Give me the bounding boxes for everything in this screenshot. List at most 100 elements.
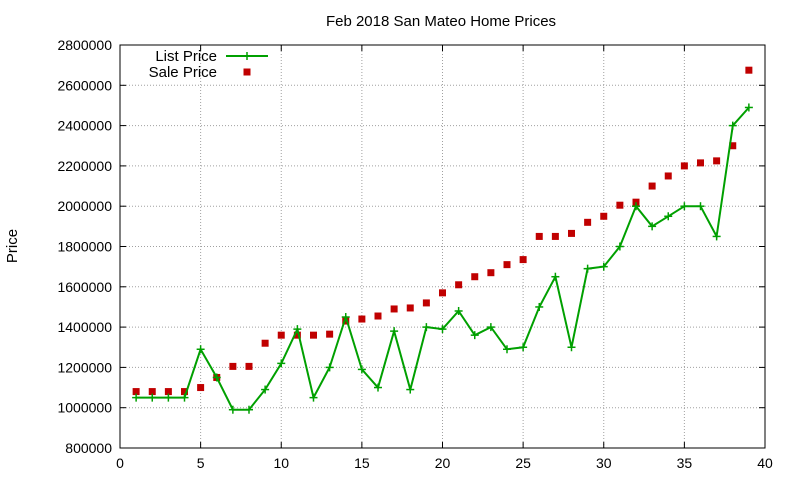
axis-ticks: 800000 1000000 1200000 1400000 1600000 180000… xyxy=(57,37,773,471)
sale-price-point xyxy=(132,388,140,396)
list-price-point xyxy=(196,345,205,354)
list-price-point xyxy=(535,302,544,311)
sale-price-point xyxy=(245,362,253,370)
sale-price-point xyxy=(229,362,237,370)
sale-price-point xyxy=(697,159,704,167)
list-price-point xyxy=(406,385,415,394)
list-price-point xyxy=(664,212,673,221)
list-price-point xyxy=(261,385,270,394)
y-tick-label: 2400000 xyxy=(57,118,112,134)
sale-price-point xyxy=(729,142,737,150)
list-price-point xyxy=(325,363,334,372)
x-tick-label: 15 xyxy=(354,455,370,471)
sale-price-point xyxy=(374,312,382,320)
sale-price-point xyxy=(648,182,656,190)
y-tick-label: 1400000 xyxy=(57,319,112,335)
y-tick-label: 1000000 xyxy=(57,400,112,416)
sale-price-point xyxy=(422,299,430,307)
list-price-point xyxy=(164,393,173,402)
x-tick-label: 30 xyxy=(596,455,612,471)
sale-price-point xyxy=(277,331,285,339)
list-price-point xyxy=(519,343,528,352)
list-price-point xyxy=(615,242,624,251)
list-price-point xyxy=(422,323,431,332)
sale-price-point xyxy=(197,384,205,392)
x-tick-label: 20 xyxy=(435,455,451,471)
sale-price-point xyxy=(503,261,511,269)
sale-price-point xyxy=(261,339,269,347)
list-price-point xyxy=(551,272,560,281)
series-layer xyxy=(132,66,753,414)
sale-price-point xyxy=(358,315,366,323)
list-price-point xyxy=(374,383,382,392)
list-price-point xyxy=(277,359,286,368)
y-tick-label: 1200000 xyxy=(57,359,112,375)
sale-price-point xyxy=(616,201,624,209)
chart-title: Feb 2018 San Mateo Home Prices xyxy=(326,13,556,30)
list-price-point xyxy=(390,327,399,336)
sale-price-point xyxy=(584,218,592,226)
legend-label-list-price: List Price xyxy=(155,48,217,65)
list-price-point xyxy=(132,393,141,402)
list-price-point xyxy=(180,393,189,402)
list-price-point xyxy=(744,103,753,112)
sale-price-point xyxy=(148,388,156,396)
x-tick-label: 5 xyxy=(197,455,205,471)
list-price-point xyxy=(712,232,721,241)
sale-price-point xyxy=(293,331,301,339)
list-price-point xyxy=(212,373,221,382)
y-tick-label: 2200000 xyxy=(57,158,112,174)
list-price-point xyxy=(503,345,511,354)
legend-label-sale-price: Sale Price xyxy=(149,64,217,81)
sale-price-point xyxy=(342,317,350,325)
y-tick-label: 1600000 xyxy=(57,279,112,295)
sale-price-point xyxy=(471,273,479,281)
sale-price-point xyxy=(535,232,543,240)
grid xyxy=(120,45,765,448)
legend: List Price Sale Price xyxy=(149,48,268,81)
x-tick-label: 40 xyxy=(757,455,773,471)
sale-price-point xyxy=(164,388,172,396)
sale-price-point xyxy=(632,198,640,206)
sale-price-point xyxy=(664,172,672,180)
list-price-point xyxy=(599,262,608,271)
list-price-point xyxy=(245,405,253,414)
list-price-point xyxy=(438,325,447,334)
sale-price-point xyxy=(519,256,527,264)
y-tick-label: 2000000 xyxy=(57,198,112,214)
sale-price-point xyxy=(455,281,463,289)
list-price-point xyxy=(583,264,592,273)
list-price-point xyxy=(357,365,366,374)
list-price-point xyxy=(470,331,479,340)
sale-price-point xyxy=(406,304,414,312)
list-price-point xyxy=(454,306,463,315)
x-tick-label: 25 xyxy=(515,455,531,471)
x-tick-label: 0 xyxy=(116,455,124,471)
plot-frame xyxy=(119,44,766,449)
list-price-point xyxy=(567,343,576,352)
y-tick-label: 800000 xyxy=(65,440,112,456)
y-tick-label: 2600000 xyxy=(57,77,112,93)
list-price-point xyxy=(632,202,640,211)
list-price-point xyxy=(680,202,689,211)
x-tick-label: 10 xyxy=(273,455,289,471)
y-tick-label: 2800000 xyxy=(57,37,112,53)
list-price-point xyxy=(309,393,318,402)
y-axis-label: Price xyxy=(4,229,21,263)
list-price-point xyxy=(228,405,237,414)
y-tick-label: 1800000 xyxy=(57,239,112,255)
sale-price-point xyxy=(181,388,188,396)
sale-price-point xyxy=(390,305,398,313)
list-price-point xyxy=(293,325,302,334)
sale-price-point xyxy=(551,232,559,240)
list-price-point xyxy=(728,121,737,130)
x-tick-label: 35 xyxy=(677,455,693,471)
sale-price-point xyxy=(487,269,495,277)
sale-price-point xyxy=(713,157,721,165)
sale-price-point xyxy=(326,330,334,338)
list-price-point xyxy=(341,313,350,322)
sale-price-point xyxy=(745,66,753,74)
legend-swatch-sale-price xyxy=(243,68,251,76)
sale-price-point xyxy=(680,162,688,170)
